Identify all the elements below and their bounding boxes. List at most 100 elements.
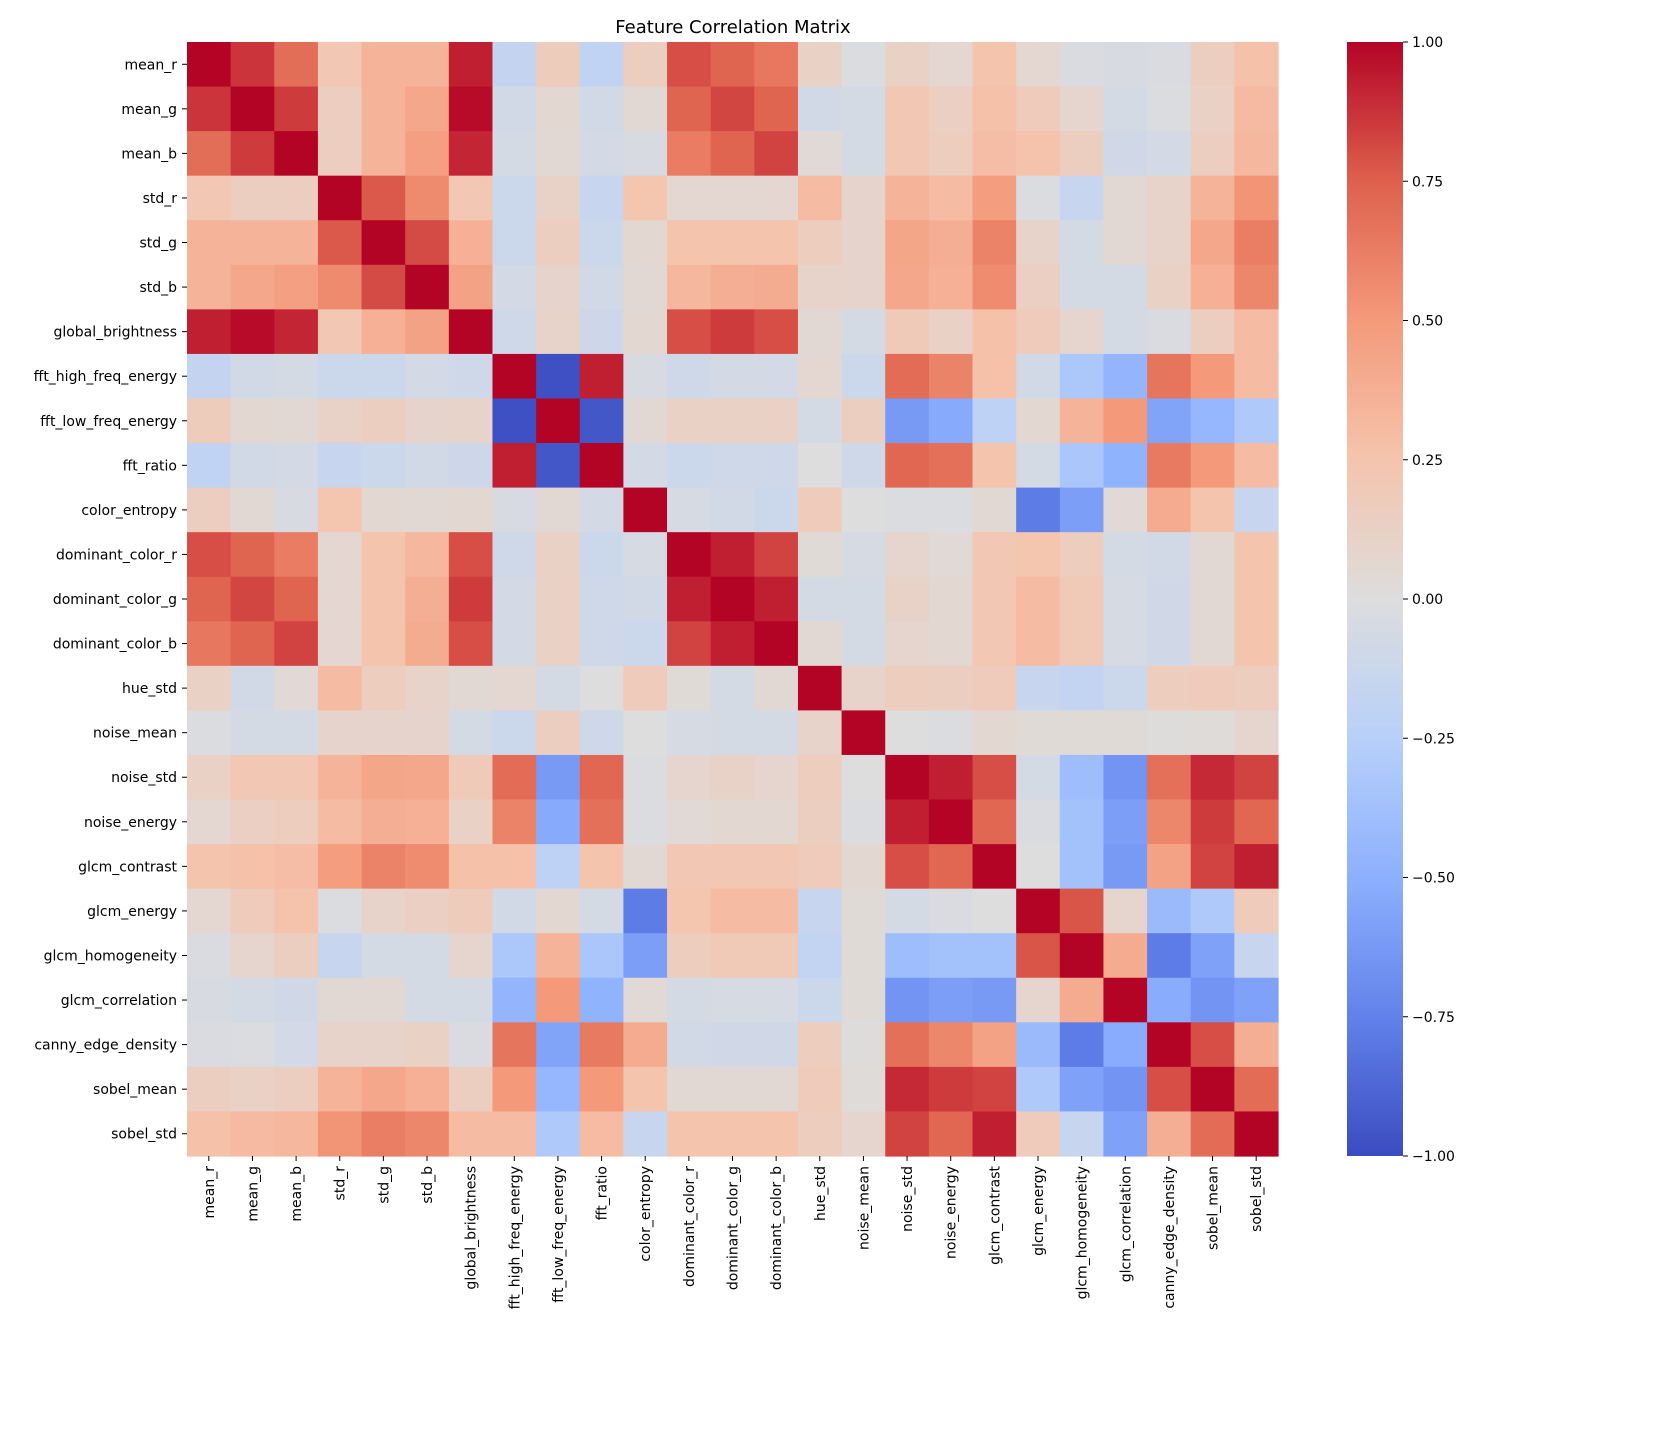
heatmap-cell (1147, 710, 1192, 756)
y-tick-label: std_r (143, 191, 178, 207)
heatmap-cell (710, 799, 755, 845)
heatmap-cell (885, 175, 930, 221)
heatmap-cell (492, 754, 537, 801)
colorbar-tick-label: 1.00 (1412, 35, 1443, 51)
heatmap-cell (710, 710, 755, 756)
y-tick-label: hue_std (122, 681, 177, 697)
heatmap-cell (1190, 487, 1235, 533)
heatmap-cell (754, 309, 799, 355)
heatmap-cell (841, 710, 886, 756)
heatmap-cell (710, 1066, 755, 1113)
heatmap-cell (841, 665, 886, 711)
heatmap-cell (274, 621, 319, 667)
heatmap-cell (361, 665, 406, 711)
heatmap-cell (667, 576, 712, 622)
heatmap-cell (667, 621, 712, 667)
heatmap-cell (187, 1066, 232, 1113)
heatmap-cell (405, 220, 450, 266)
heatmap-cell (230, 933, 275, 979)
y-tick-label: noise_std (111, 770, 177, 786)
heatmap-cell (797, 353, 843, 400)
heatmap-cell (1147, 264, 1192, 310)
heatmap-cell (230, 621, 275, 667)
heatmap-cell (797, 443, 843, 489)
x-tick-label: dominant_color_b (769, 1166, 785, 1290)
heatmap-cell (1016, 220, 1061, 266)
heatmap-cell (187, 1111, 232, 1157)
heatmap-cell (1016, 131, 1061, 177)
x-tick-label: global_brightness (464, 1166, 480, 1290)
heatmap-cell (885, 487, 930, 533)
heatmap-cell (405, 131, 450, 177)
x-tick-label: glcm_contrast (987, 1165, 1003, 1264)
heatmap-cell (972, 175, 1017, 221)
heatmap-cell (536, 86, 581, 132)
heatmap-cell (885, 710, 930, 756)
heatmap-cell (667, 532, 712, 578)
heatmap-cell (492, 977, 537, 1023)
heatmap-cell (754, 131, 799, 177)
y-axis-tick-labels: mean_r mean_g mean_b std_r std_g std_b global_… (34, 57, 187, 1143)
heatmap-cell (972, 1066, 1017, 1113)
heatmap-cell (1103, 131, 1148, 177)
heatmap-cell (230, 131, 275, 177)
heatmap-cell (579, 1111, 624, 1157)
heatmap-cell (754, 443, 799, 489)
heatmap-cell (317, 398, 363, 444)
heatmap-cell (536, 710, 581, 756)
heatmap-cell (536, 1111, 581, 1157)
heatmap-cell (1059, 353, 1105, 400)
heatmap-cell (667, 1066, 712, 1113)
heatmap-cell (405, 844, 450, 890)
heatmap-cell (1059, 665, 1105, 711)
heatmap-cell (797, 309, 843, 355)
y-tick-label: std_b (139, 280, 177, 296)
heatmap-cell (1190, 576, 1235, 622)
heatmap-cell (623, 309, 668, 355)
heatmap-cell (885, 220, 930, 266)
heatmap-cell (667, 1111, 712, 1157)
heatmap-cell (885, 443, 930, 489)
heatmap-cell (885, 621, 930, 667)
heatmap-cell (623, 264, 668, 310)
heatmap-cell (317, 487, 363, 533)
heatmap-cell (274, 86, 319, 132)
heatmap-cell (187, 86, 232, 132)
heatmap-cell (317, 42, 363, 88)
heatmap-cell (405, 264, 450, 310)
heatmap-cell (754, 621, 799, 667)
heatmap-cell (361, 264, 406, 310)
heatmap-cell (754, 1022, 799, 1068)
heatmap-cell (797, 175, 843, 221)
heatmap-cell (928, 309, 974, 355)
heatmap-cell (361, 1066, 406, 1113)
x-tick-label: noise_std (900, 1166, 916, 1232)
heatmap-cell (1059, 86, 1105, 132)
heatmap-cell (667, 754, 712, 801)
heatmap-cell (1190, 220, 1235, 266)
heatmap-cell (1190, 844, 1235, 890)
heatmap-cell (928, 532, 974, 578)
heatmap-cell (1016, 799, 1061, 845)
heatmap-cell (1016, 353, 1061, 400)
heatmap-cell (536, 175, 581, 221)
heatmap-cell (448, 977, 494, 1023)
heatmap-cell (928, 621, 974, 667)
heatmap-cell (230, 264, 275, 310)
heatmap-cell (536, 888, 581, 934)
heatmap-cell (972, 220, 1017, 266)
heatmap-cell (361, 175, 406, 221)
heatmap-cell (317, 977, 363, 1023)
heatmap-cell (1147, 220, 1192, 266)
heatmap-cell (1190, 1066, 1235, 1113)
heatmap-cell (536, 398, 581, 444)
heatmap-cell (1016, 977, 1061, 1023)
heatmap-cell (1016, 665, 1061, 711)
heatmap-cell (317, 86, 363, 132)
heatmap-cell (667, 665, 712, 711)
heatmap-cell (492, 86, 537, 132)
heatmap-cell (579, 754, 624, 801)
heatmap-cell (579, 220, 624, 266)
heatmap-cell (972, 398, 1017, 444)
heatmap-cell (579, 487, 624, 533)
